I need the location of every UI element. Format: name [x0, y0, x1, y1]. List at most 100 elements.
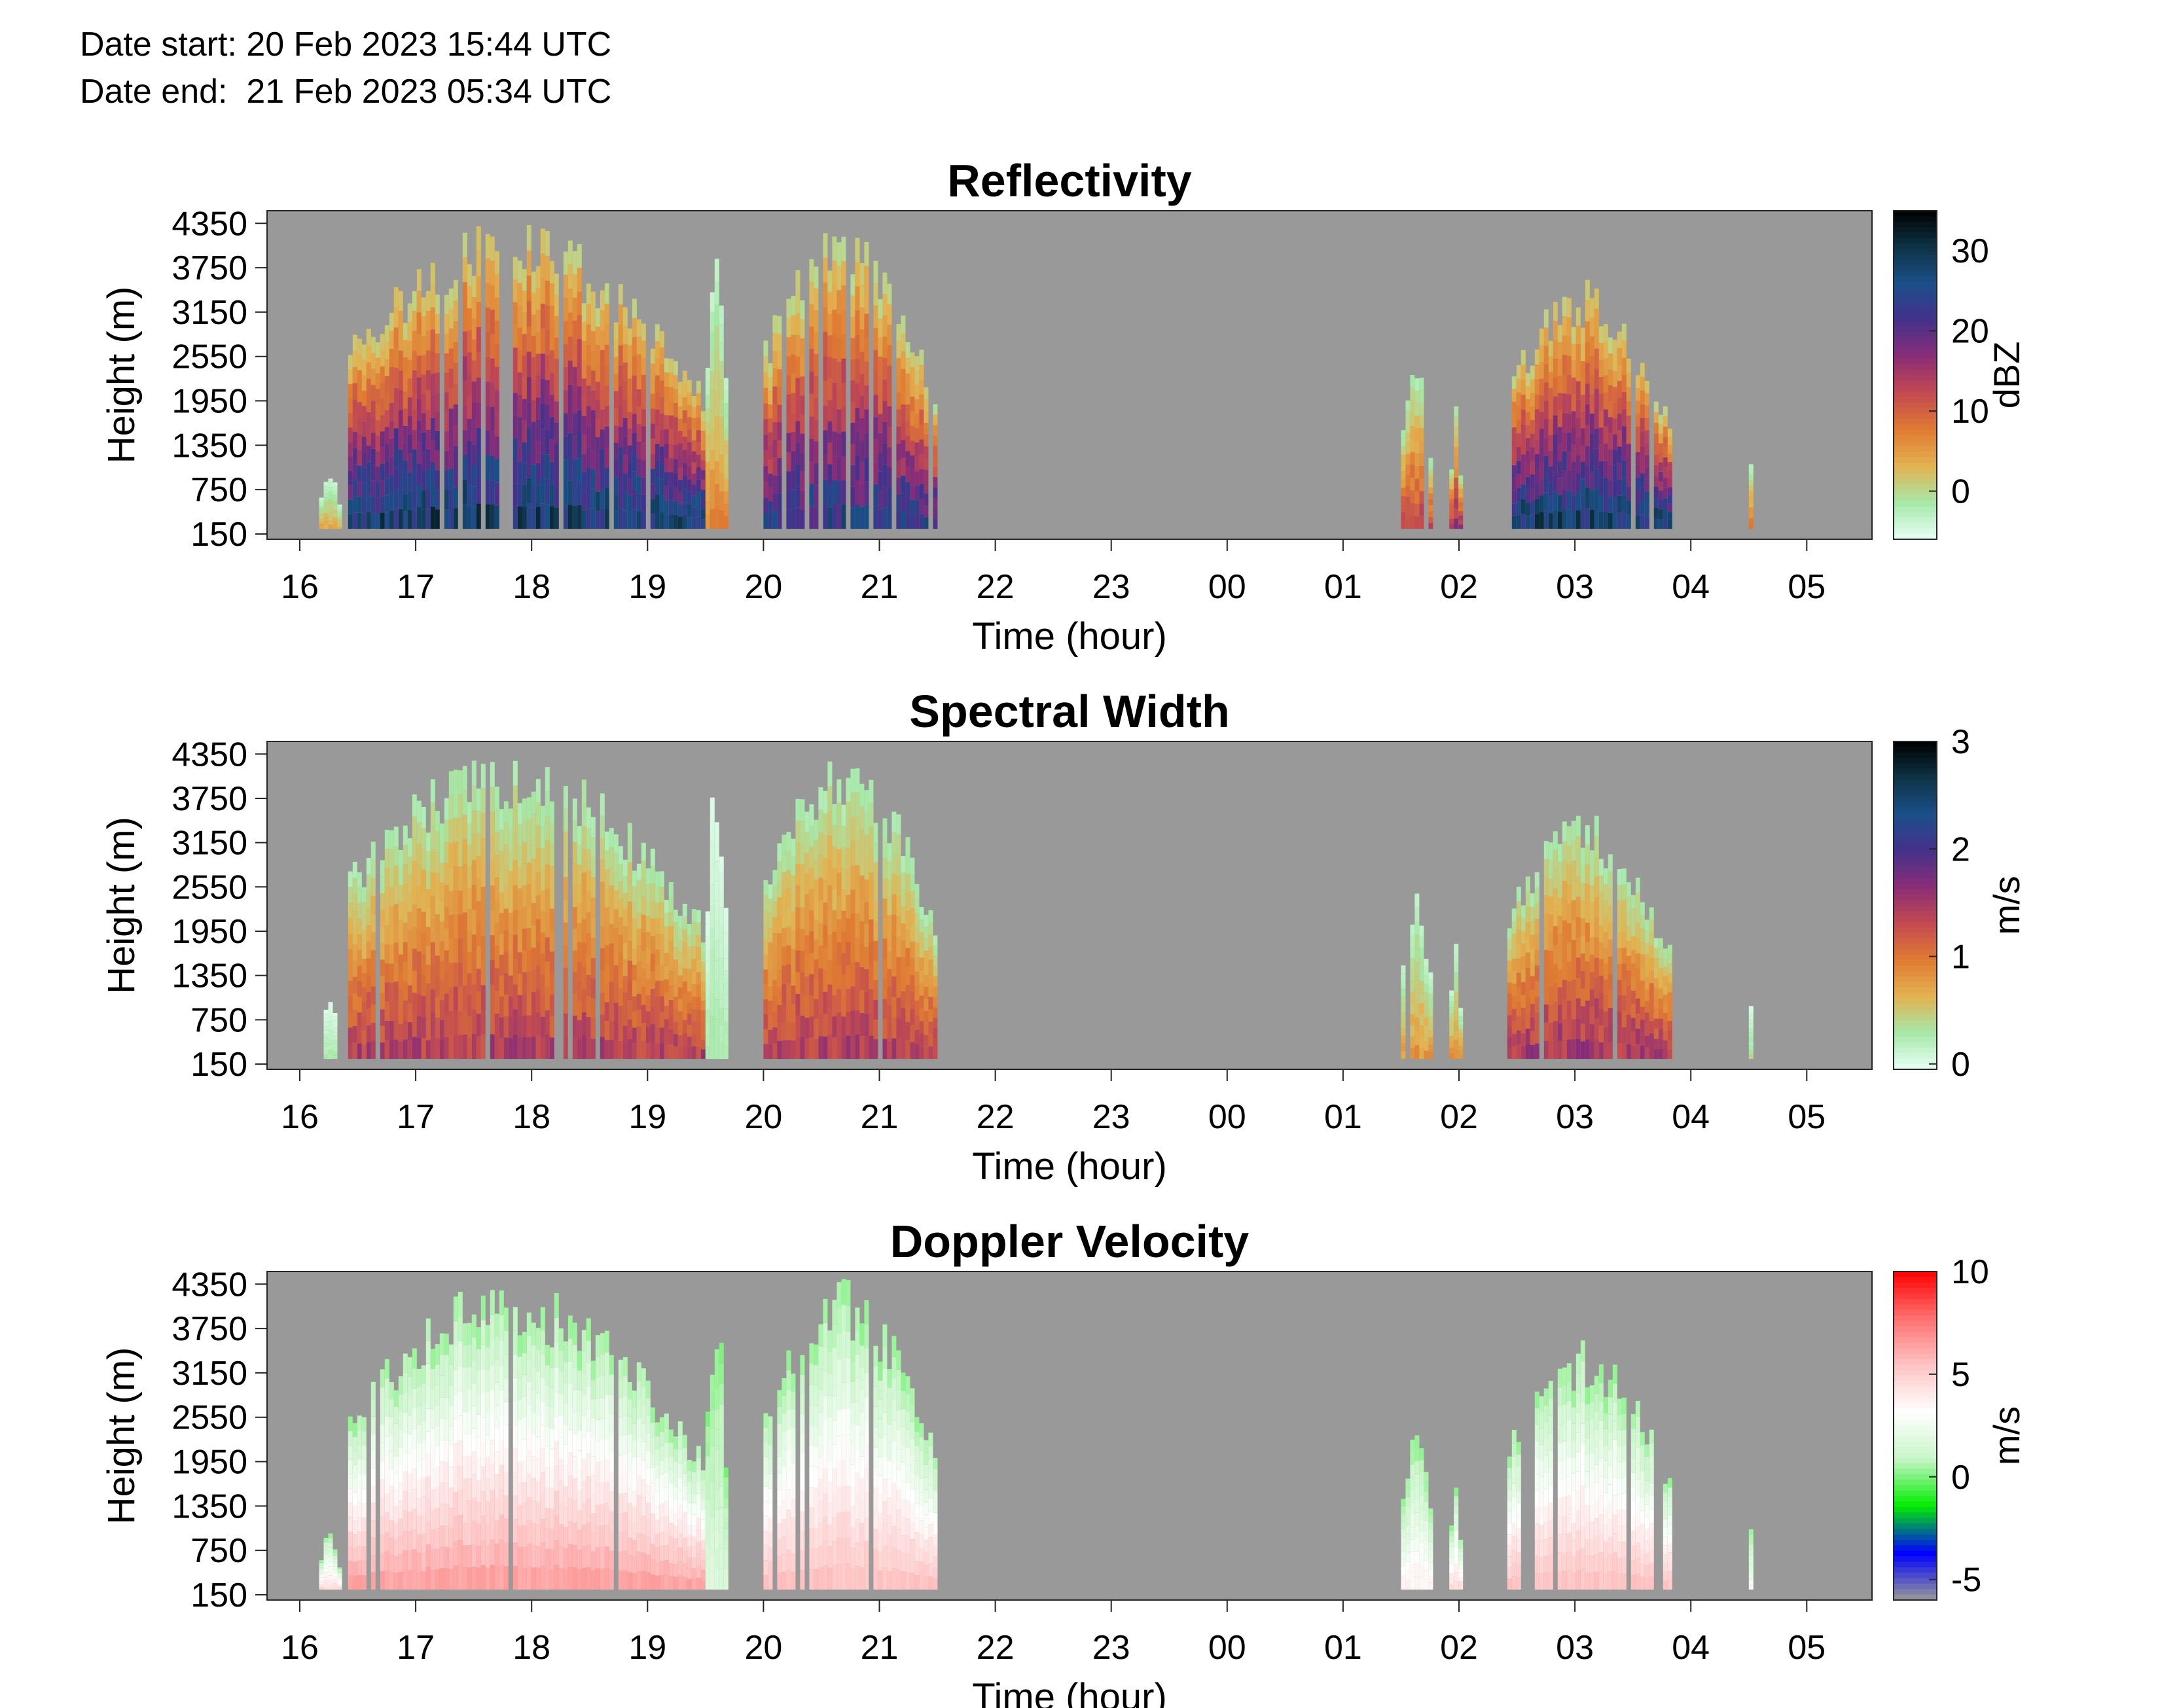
echo-cell — [370, 842, 376, 860]
colorbar-step — [1894, 353, 1937, 359]
echo-cell — [328, 499, 333, 504]
colorbar-step — [1894, 1009, 1937, 1016]
echo-cell — [540, 1495, 545, 1520]
x-tick-label: 23 — [1092, 1098, 1130, 1136]
echo-cell — [1571, 1039, 1576, 1059]
echo-cell — [393, 287, 399, 308]
echo-cell — [604, 1040, 609, 1059]
echo-cell — [471, 835, 477, 861]
echo-cell — [1663, 1022, 1668, 1031]
echo-cell — [522, 312, 527, 334]
echo-cell — [1449, 499, 1454, 505]
echo-cell — [804, 832, 810, 853]
echo-cell — [1562, 881, 1567, 901]
echo-cell — [435, 392, 440, 412]
echo-cell — [1667, 954, 1672, 964]
echo-cell — [554, 316, 559, 338]
echo-cell — [384, 1512, 389, 1533]
echo-cell — [1428, 1030, 1433, 1037]
echo-cell — [1585, 342, 1590, 363]
echo-cell — [1617, 1042, 1622, 1059]
echo-cell — [393, 845, 399, 866]
x-tick-label: 00 — [1208, 568, 1246, 606]
echo-cell — [467, 887, 472, 910]
echo-cell — [618, 1474, 623, 1494]
echo-cell — [1658, 519, 1663, 529]
echo-cell — [435, 353, 440, 373]
echo-cell — [618, 1359, 623, 1379]
echo-cell — [352, 431, 357, 448]
echo-cell — [714, 393, 719, 417]
echo-cell — [380, 366, 385, 383]
echo-cell — [659, 1431, 664, 1446]
echo-cell — [1521, 439, 1526, 455]
echo-cell — [1667, 478, 1672, 488]
colorbar-tick-label: 2 — [1951, 830, 1970, 868]
echo-cell — [832, 285, 837, 310]
echo-cell — [389, 1399, 394, 1417]
echo-cell — [471, 381, 477, 402]
echo-cell — [700, 1001, 706, 1010]
colorbar-step — [1894, 380, 1937, 387]
echo-cell — [439, 1419, 444, 1440]
echo-cell — [421, 807, 426, 828]
echo-cell — [910, 411, 915, 426]
echo-cell — [777, 915, 782, 933]
echo-cell — [636, 929, 641, 946]
echo-cell — [809, 258, 814, 282]
echo-cell — [673, 417, 678, 431]
echo-cell — [485, 504, 490, 529]
echo-cell — [535, 397, 541, 419]
echo-cell — [522, 291, 527, 313]
echo-cell — [526, 863, 531, 885]
echo-cell — [841, 383, 846, 408]
echo-cell — [823, 925, 828, 948]
echo-cell — [348, 413, 353, 428]
echo-cell — [668, 912, 674, 927]
echo-cell — [333, 1020, 338, 1025]
echo-cell — [636, 1476, 641, 1495]
echo-cell — [1626, 985, 1631, 1001]
echo-cell — [691, 451, 696, 463]
echo-cell — [1748, 518, 1754, 524]
echo-cell — [696, 997, 701, 1010]
echo-cell — [1539, 362, 1544, 379]
echo-cell — [636, 424, 641, 442]
echo-cell — [526, 1381, 531, 1405]
echo-cell — [526, 840, 531, 863]
echo-cell — [1449, 1042, 1454, 1048]
echo-cell — [476, 946, 481, 969]
echo-cell — [590, 351, 596, 371]
echo-cell — [1428, 986, 1433, 994]
echo-cell — [855, 986, 860, 1011]
echo-cell — [531, 1037, 536, 1059]
echo-cell — [1525, 489, 1530, 503]
echo-cell — [827, 270, 833, 293]
echo-cell — [328, 1575, 333, 1580]
echo-2 — [705, 258, 729, 529]
echo-cell — [1566, 1020, 1572, 1040]
echo-cell — [1553, 359, 1558, 378]
echo-cell — [563, 1548, 568, 1569]
echo-cell — [503, 1425, 509, 1449]
echo-cell — [393, 1457, 399, 1474]
colorbar-step — [1894, 921, 1937, 928]
echo-cell — [549, 952, 554, 973]
echo-cell — [1608, 973, 1613, 991]
echo-cell — [444, 1546, 449, 1569]
echo-cell — [448, 329, 454, 349]
echo-cell — [772, 386, 778, 404]
echo-cell — [618, 899, 623, 917]
echo-cell — [1594, 368, 1599, 389]
echo-cell — [1612, 387, 1617, 403]
echo-cell — [517, 506, 522, 529]
echo-cell — [393, 1001, 399, 1020]
echo-cell — [384, 1532, 389, 1552]
echo-cell — [1617, 365, 1622, 382]
echo-cell — [914, 898, 920, 914]
echo-cell — [910, 440, 915, 455]
echo-cell — [691, 518, 696, 529]
echo-cell — [430, 374, 435, 396]
echo-cell — [577, 339, 582, 363]
echo-cell — [554, 1515, 559, 1540]
